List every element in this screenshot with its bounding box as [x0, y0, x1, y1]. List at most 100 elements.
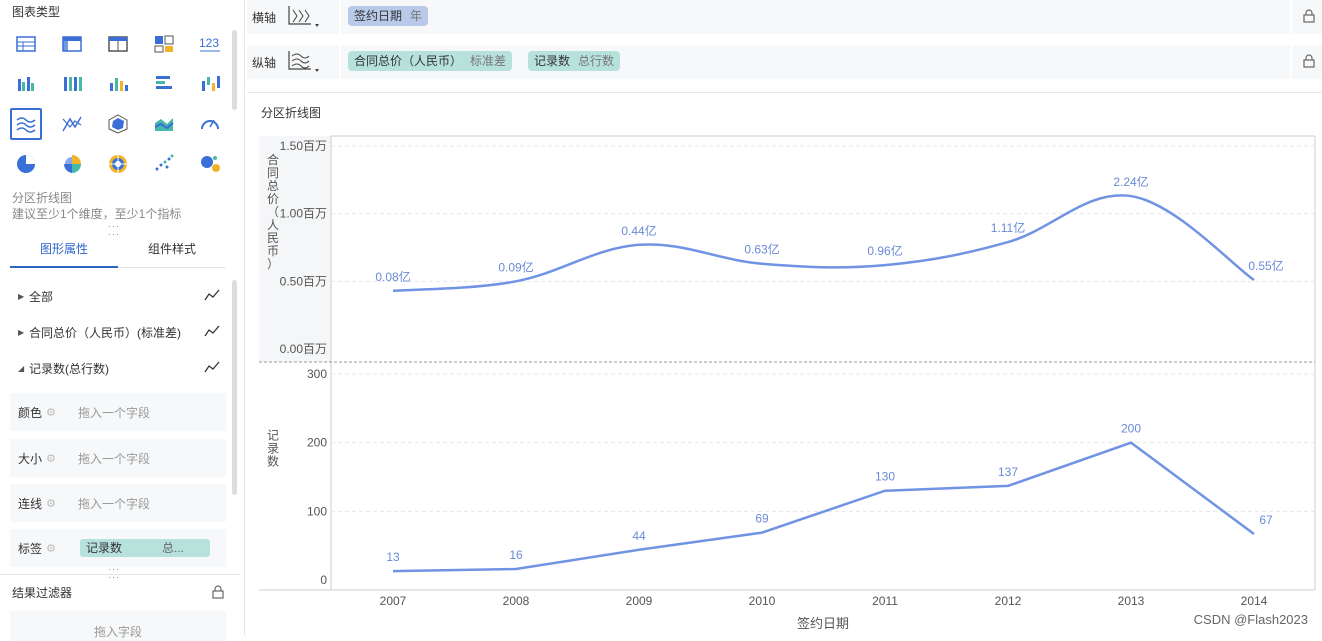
data-label: 44 [632, 529, 646, 543]
x-tick-label: 2014 [1241, 594, 1268, 608]
pill-label: 合同总价（人民币） [354, 54, 463, 68]
x-axis-field-pill[interactable]: 签约日期年 [348, 6, 429, 26]
table-icon[interactable] [10, 28, 42, 60]
data-label: 0.96亿 [867, 243, 902, 258]
divider [0, 574, 240, 575]
data-label: 69 [755, 512, 769, 526]
x-axis-label: 横轴 [252, 11, 277, 25]
series-line[interactable] [392, 194, 1255, 293]
cross-table-icon[interactable] [56, 28, 88, 60]
pill-sub: 总行数 [578, 54, 615, 68]
filter-drop-zone[interactable]: 拖入字段 [10, 611, 226, 641]
filter-hint: 拖入字段 [93, 625, 142, 639]
expand-down-icon: ◢ [18, 363, 25, 373]
line-style-icon[interactable] [204, 324, 220, 338]
gear-icon[interactable]: ⚙ [46, 453, 56, 465]
lock-icon[interactable] [1302, 9, 1316, 23]
field-color[interactable]: 颜色 ⚙ 拖入一个字段 [10, 393, 226, 431]
properties-scrollbar[interactable] [232, 280, 237, 495]
resize-handle-bottom[interactable]: ··· ··· [108, 564, 120, 582]
pill-sub: 总... [162, 541, 185, 555]
field-label[interactable]: 标签 ⚙ 记录数 总... [10, 529, 226, 567]
chart-types-scrollbar[interactable] [232, 30, 237, 110]
field-hint: 拖入一个字段 [78, 405, 151, 420]
gear-icon[interactable]: ⚙ [46, 543, 56, 555]
property-all[interactable]: ▶ 全部 [18, 286, 224, 306]
field-name: 颜色 [18, 405, 43, 420]
data-label: 130 [875, 470, 895, 484]
x-axis-setting-icon[interactable] [287, 4, 321, 28]
gauge-icon[interactable] [194, 108, 226, 140]
y-axis-field-pill-count[interactable]: 记录数 总行数 [528, 51, 621, 71]
data-label: 13 [386, 550, 400, 564]
separator [1290, 45, 1292, 79]
data-label: 0.09亿 [498, 259, 533, 274]
column-icon[interactable] [102, 68, 134, 100]
y-axis-field-pill-price[interactable]: 合同总价（人民币） 标准差 [348, 51, 513, 71]
field-name: 连线 [18, 496, 43, 511]
bubble-icon[interactable] [194, 148, 226, 180]
gear-icon[interactable]: ⚙ [46, 407, 56, 419]
data-label: 0.44亿 [621, 223, 656, 238]
label-field-pill[interactable]: 记录数 总... [80, 539, 210, 557]
left-panel: 图表类型 123 分区折线图 建议至少1个维度，至少1个指标 ··· ··· 图形… [0, 0, 240, 641]
property-record-count[interactable]: ◢ 记录数(总行数) [18, 358, 224, 378]
sunburst-icon[interactable] [102, 148, 134, 180]
detail-table-icon[interactable] [102, 28, 134, 60]
panel-divider [244, 0, 245, 635]
svg-text:123: 123 [199, 36, 219, 50]
pill-label: 签约日期 [354, 9, 403, 23]
separator [1290, 0, 1292, 34]
resize-handle-top[interactable]: ··· ··· [108, 221, 120, 239]
x-tick-label: 2009 [626, 594, 653, 608]
kpi-icon[interactable]: 123 [194, 28, 226, 60]
grouped-bar-icon[interactable] [10, 68, 42, 100]
y-axis-title: 记录数 [267, 429, 279, 469]
field-name: 大小 [18, 451, 43, 466]
y-axis-title: 合同总价（人民币） [267, 152, 279, 271]
y-tick-label: 100 [307, 504, 327, 518]
stacked-bar-icon[interactable] [56, 68, 88, 100]
y-tick-label: 300 [307, 367, 327, 381]
data-label: 67 [1259, 513, 1273, 527]
data-label: 200 [1121, 422, 1141, 436]
data-label: 137 [998, 465, 1018, 479]
lock-icon[interactable] [1302, 54, 1316, 68]
property-contract-price[interactable]: ▶ 合同总价（人民币）(标准差) [18, 322, 224, 342]
y-axis-panel-top [259, 136, 331, 362]
pie-icon[interactable] [10, 148, 42, 180]
data-label: 0.55亿 [1248, 258, 1283, 273]
result-filter-title: 结果过滤器 [12, 586, 73, 600]
field-hint: 拖入一个字段 [78, 451, 151, 466]
field-connect-line[interactable]: 连线 ⚙ 拖入一个字段 [10, 484, 226, 522]
scatter-icon[interactable] [148, 148, 180, 180]
line-style-icon[interactable] [204, 360, 220, 374]
radar-icon[interactable] [102, 108, 134, 140]
separator [339, 45, 341, 79]
selected-chart-hint: 建议至少1个维度，至少1个指标 [12, 207, 182, 221]
partition-line-icon[interactable] [10, 108, 42, 140]
field-name: 标签 [18, 541, 43, 556]
tab-graph-properties[interactable]: 图形属性 [10, 236, 118, 268]
chart-title: 分区折线图 [261, 106, 322, 120]
lock-icon[interactable] [211, 585, 225, 599]
card-icon[interactable] [148, 28, 180, 60]
y-axis-label: 纵轴 [252, 56, 277, 70]
x-axis-bar: 横轴 签约日期年 [247, 0, 1322, 34]
compare-bar-icon[interactable] [194, 68, 226, 100]
data-label: 16 [509, 548, 523, 562]
area-icon[interactable] [148, 108, 180, 140]
property-label: 合同总价（人民币）(标准差) [29, 325, 181, 340]
tab-component-style[interactable]: 组件样式 [147, 242, 196, 256]
field-size[interactable]: 大小 ⚙ 拖入一个字段 [10, 439, 226, 477]
line-style-icon[interactable] [204, 288, 220, 302]
rose-pie-icon[interactable] [56, 148, 88, 180]
horizontal-bar-icon[interactable] [148, 68, 180, 100]
series-line[interactable] [392, 441, 1255, 573]
gear-icon[interactable]: ⚙ [46, 498, 56, 510]
pill-label: 记录数 [86, 541, 123, 555]
y-axis-setting-icon[interactable] [287, 49, 321, 73]
multi-line-icon[interactable] [56, 108, 88, 140]
y-tick-label: 0 [320, 573, 327, 587]
